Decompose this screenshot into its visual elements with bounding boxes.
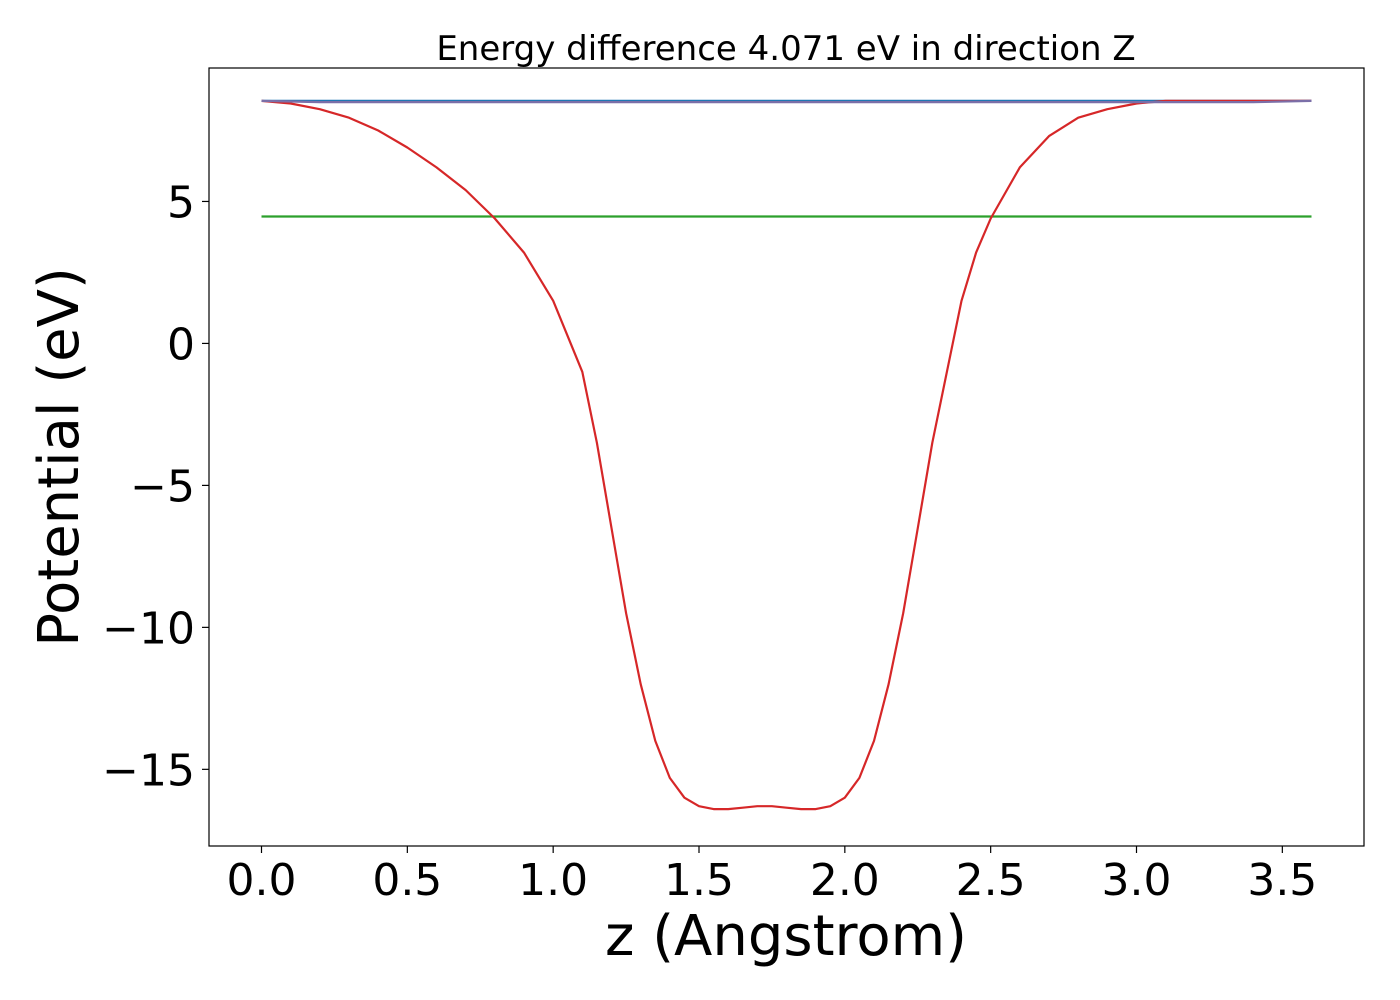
x-tick-label: 3.5: [1247, 855, 1317, 906]
series-line-3: [261, 99, 1312, 104]
series-layer: [261, 99, 1312, 811]
x-tick-label: 2.5: [956, 855, 1026, 906]
x-axis-label: z (Angstrom): [605, 904, 967, 969]
x-tick-label: 3.0: [1102, 855, 1172, 906]
x-tick-label: 1.0: [518, 855, 588, 906]
x-tick-label: 1.5: [664, 855, 734, 906]
y-tick-label: −15: [102, 745, 195, 796]
y-tick-label: 5: [167, 177, 195, 228]
y-tick-label: −5: [130, 461, 195, 512]
y-axis-ticks: 5 0 −5 −10 −15: [102, 177, 209, 796]
x-tick-label: 0.0: [227, 855, 297, 906]
series-line-2: [261, 99, 1312, 811]
plot-area-frame: [208, 67, 1365, 847]
y-axis-label: Potential (eV): [27, 267, 92, 647]
x-tick-label: 0.5: [372, 855, 442, 906]
x-tick-label: 2.0: [810, 855, 880, 906]
x-axis-ticks: 0.0 0.5 1.0 1.5 2.0 2.5 3.0 3.5: [227, 846, 1317, 906]
chart-title: Energy difference 4.071 eV in direction …: [436, 29, 1135, 69]
y-tick-label: 0: [167, 319, 195, 370]
y-tick-label: −10: [102, 603, 195, 654]
